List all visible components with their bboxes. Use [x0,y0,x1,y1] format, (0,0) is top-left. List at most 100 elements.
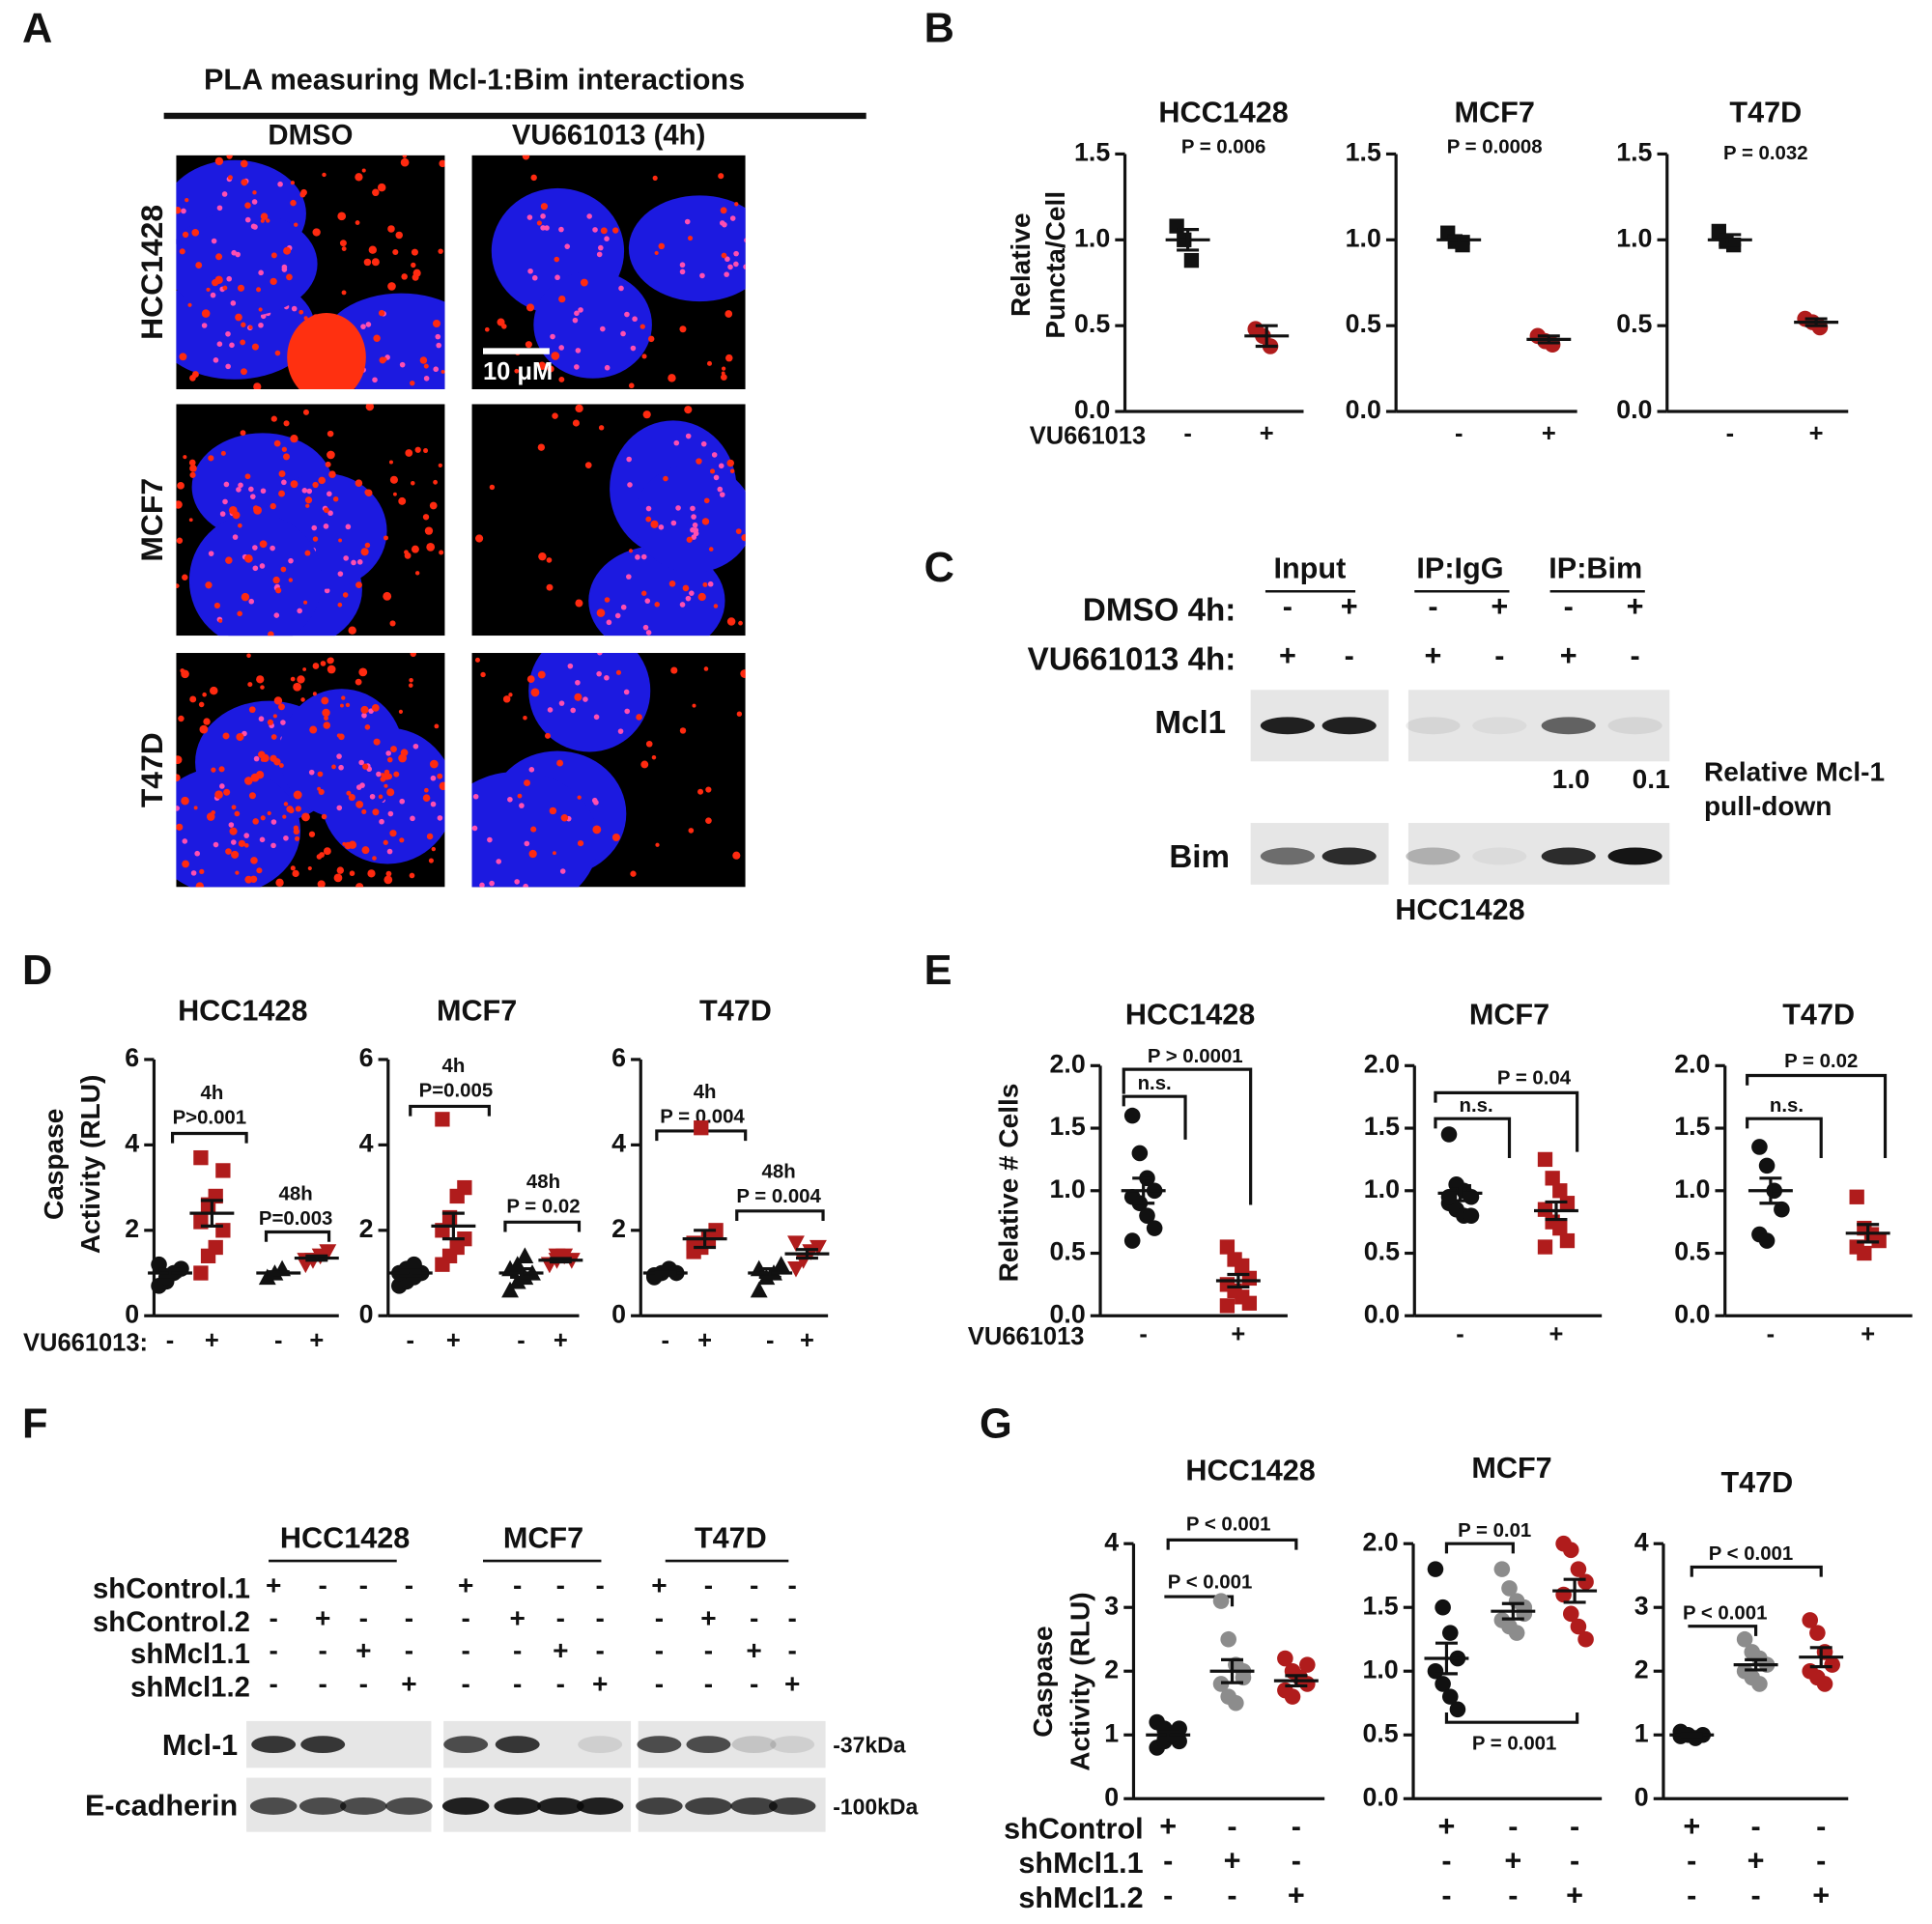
pla-signal [738,620,743,626]
pla-dot [658,524,665,530]
pla-signal [612,227,619,234]
blot-band [770,1736,815,1754]
condition-sign: - [513,1668,522,1698]
x-row-label: shControl [1004,1813,1144,1846]
pla-dot [642,624,649,631]
pla-signal [572,419,580,427]
pla-signal [258,307,263,312]
pla-dot [487,836,493,843]
pla-signal [378,794,384,800]
pla-signal [187,302,192,307]
micrograph [176,404,445,637]
pla-signal [636,714,642,721]
y-tick-label: 0.0 [1074,395,1110,424]
pla-dot [550,333,555,340]
blot-band [1541,717,1596,735]
pla-dot [596,251,603,258]
pla-dot [689,590,695,596]
sem-bar [1255,324,1278,349]
pla-signal [390,746,397,752]
y-tick-label: 1.0 [1074,223,1110,252]
y-tick-label: 6 [611,1043,626,1072]
condition-sign: - [1494,639,1504,672]
data-point [1570,1618,1587,1635]
pla-signal [249,875,258,883]
condition-label: DMSO 4h: [1083,593,1236,629]
pla-dot [433,366,440,373]
y-tick-label: 3 [1634,1591,1649,1620]
pla-signal [290,434,298,443]
y-axis-label: Puncta/Cell [1040,191,1070,339]
pla-signal [368,245,378,254]
x-row-label: VU661013: [23,1329,148,1356]
blot-band [1406,847,1461,865]
pla-signal [237,610,242,617]
condition-sign: - [1428,590,1437,623]
pla-signal [419,356,428,364]
pla-dot [526,214,533,220]
pla-dot [251,199,258,205]
pla-signal [438,463,442,467]
y-tick-label: 1 [1104,1718,1119,1747]
blot-band [685,1797,732,1815]
pla-signal [208,455,214,462]
pla-dot [496,859,502,864]
pla-signal [176,823,184,831]
pla-dot [201,323,208,328]
pla-dot [632,316,638,323]
data-point [208,1239,223,1256]
x-tick-label: + [1224,1845,1241,1878]
pla-signal [387,282,396,291]
row-label: MCF7 [134,478,169,562]
pla-dot [252,545,258,551]
pla-signal [409,872,415,879]
condition-sign: + [401,1668,416,1698]
pla-signal [325,461,331,467]
data-point [215,1163,231,1178]
condition-sign: + [510,1603,526,1633]
pla-signal [439,550,444,555]
condition-sign: - [461,1668,469,1698]
pla-signal [658,242,666,250]
quant-label: Relative Mcl-1 [1704,756,1885,786]
significance-bracket [1122,1067,1253,1205]
pla-dot [724,256,730,263]
pla-signal [250,857,258,864]
data-point [1299,1656,1316,1673]
x-tick-label: + [1438,1810,1456,1843]
sem-bar [1745,1657,1768,1672]
pla-signal [440,369,445,374]
pla-signal [295,806,301,812]
y-tick-label: 1.5 [1074,138,1110,167]
pla-dot [575,679,581,686]
blot-band [249,1797,298,1815]
pla-signal [218,618,223,623]
pla-signal [286,806,294,813]
pla-signal [270,734,277,740]
pla-signal [176,755,183,765]
condition-sign: - [269,1635,277,1665]
pla-signal [345,702,351,708]
y-tick-label: 0.5 [1364,1237,1400,1266]
column-header: T47D [695,1521,767,1554]
chart-title: MCF7 [437,995,517,1028]
pla-signal [244,777,253,785]
nucleus [471,771,599,888]
pla-signal [474,657,480,663]
pla-signal [398,496,407,505]
pla-dot [717,486,724,493]
pla-dot [670,520,677,526]
pla-signal [545,732,552,739]
pla-dot [630,345,637,352]
pla-signal [244,202,251,209]
pla-signal [706,360,713,366]
pla-signal [201,309,211,318]
y-axis-label: Caspase [1028,1626,1058,1737]
pla-signal [514,368,520,374]
pla-signal [558,376,565,382]
significance-bracket [1444,1712,1579,1724]
pla-dot [258,269,264,276]
pla-signal [304,496,313,504]
x-tick-label: - [1163,1845,1173,1878]
sem-bar [549,1257,572,1264]
